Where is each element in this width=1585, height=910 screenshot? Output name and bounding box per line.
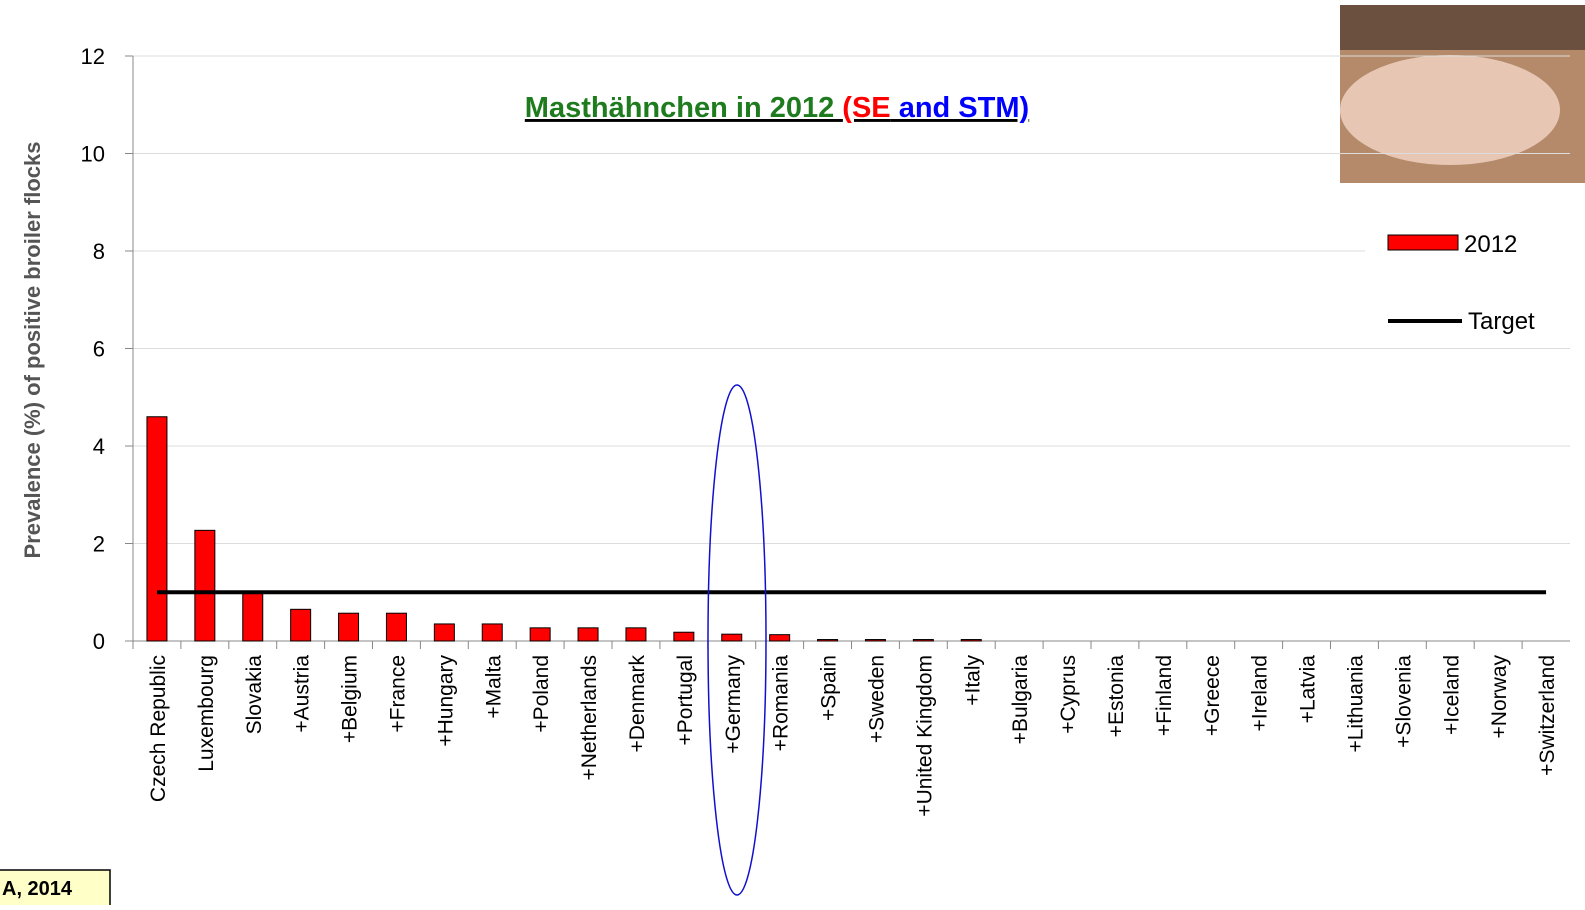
x-tick-label: +France (386, 655, 409, 733)
bar (577, 627, 599, 642)
x-tick-label: +Hungary (434, 655, 457, 747)
bar (912, 639, 934, 642)
title-part: and STM) (891, 92, 1030, 124)
photo-detail (1340, 55, 1560, 165)
x-tick-label: +Norway (1488, 655, 1511, 739)
x-tick-label: +United Kingdom (913, 655, 936, 817)
x-tick-label: +Sweden (865, 655, 888, 743)
bar (864, 639, 886, 642)
legend-label: Target (1468, 308, 1535, 335)
x-tick-label: +Finland (1153, 655, 1176, 736)
x-tick-label: Slovakia (243, 655, 266, 735)
x-tick-label: +Denmark (626, 655, 649, 753)
y-axis-label: Prevalence (%) of positive broiler flock… (20, 142, 45, 559)
y-tick-label: 2 (93, 532, 105, 557)
bar (769, 634, 791, 642)
x-tick-label: +Greece (1201, 655, 1224, 736)
source: A, 2014 (2, 878, 73, 900)
x-tick-label: +Latvia (1297, 655, 1320, 724)
x-tick-label: +Germany (722, 655, 745, 754)
y-tick-label: 0 (93, 629, 105, 654)
x-tick-label: +Netherlands (578, 655, 601, 781)
y-tick-label: 8 (93, 239, 105, 264)
bar (290, 608, 312, 642)
x-tick-label: +Belgium (339, 655, 362, 743)
x-tick-label: +Spain (818, 655, 841, 721)
x-tick-label: +Austria (291, 655, 314, 733)
x-tick-label: +Lithuania (1344, 655, 1367, 753)
x-tick-label: +Bulgaria (1009, 655, 1032, 745)
photo-detail (1340, 5, 1585, 50)
bar (481, 623, 503, 642)
x-tick-label: +Malta (482, 655, 505, 719)
source-box (0, 869, 111, 910)
legend-swatch (1387, 234, 1459, 251)
bar (817, 639, 839, 642)
x-tick-label: +Romania (770, 655, 793, 752)
y-tick-label: 4 (93, 434, 105, 459)
x-tick-label: Czech Republic (147, 655, 170, 802)
bar (673, 631, 695, 642)
y-tick-label: 6 (93, 337, 105, 362)
x-tick-label: Luxembourg (195, 655, 218, 772)
x-tick-label: +Ireland (1249, 655, 1272, 731)
x-tick-label: +Slovenia (1392, 655, 1415, 748)
y-tick-label: 10 (81, 142, 105, 167)
x-tick-label: +Poland (530, 655, 553, 733)
bar (721, 633, 743, 642)
title-part: Masthähnchen in 2012 (525, 92, 843, 124)
bar (625, 627, 647, 642)
bar (242, 591, 264, 642)
x-tick-label: +Switzerland (1536, 655, 1559, 776)
x-tick-label: +Portugal (674, 655, 697, 745)
x-tick-label: +Cyprus (1057, 655, 1080, 734)
bar (385, 612, 407, 642)
x-tick-label: +Estonia (1105, 655, 1128, 738)
x-tick-label: +Iceland (1440, 655, 1463, 735)
highlight-ellipse (707, 384, 767, 896)
bar (433, 623, 455, 642)
bar (338, 612, 360, 642)
chart-title: Masthähnchen in 2012 (SE and STM) (525, 92, 1029, 124)
bar (194, 529, 216, 642)
bar (146, 416, 168, 642)
legend-label: 2012 (1464, 231, 1517, 258)
bar (529, 627, 551, 642)
y-tick-label: 12 (81, 44, 105, 69)
x-tick-label: +Italy (961, 655, 984, 706)
title-part: (SE (842, 92, 890, 124)
bar (960, 639, 982, 642)
